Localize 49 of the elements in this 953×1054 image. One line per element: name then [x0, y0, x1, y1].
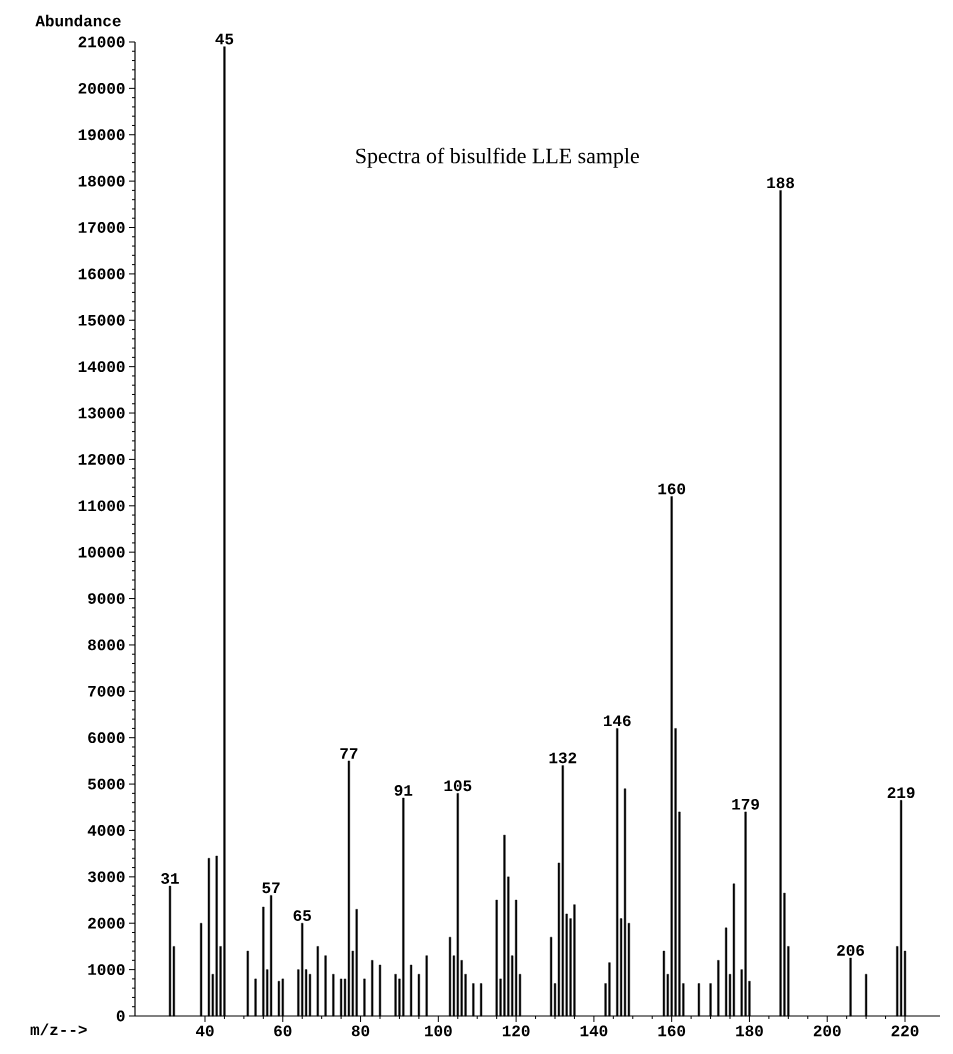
y-tick-label: 1000	[88, 964, 125, 976]
y-tick-label: 2000	[88, 917, 125, 929]
annotation: 105	[444, 780, 472, 792]
annotation: 160	[658, 483, 686, 495]
annotation: 31	[161, 873, 179, 884]
y-tick-label: 16000	[78, 268, 125, 280]
x-tick-label: 120	[502, 1025, 530, 1037]
x-tick-label: 80	[351, 1025, 370, 1037]
y-tick-label: 15000	[78, 314, 125, 326]
annotation: 188	[767, 177, 795, 189]
x-tick-label: 140	[580, 1025, 608, 1037]
annotation: 206	[837, 945, 865, 956]
x-tick-label: 220	[891, 1025, 919, 1037]
x-axis-title: m/z-->	[30, 1023, 87, 1036]
annotation: 179	[732, 798, 759, 810]
annotation: 146	[603, 715, 631, 727]
x-tick-label: 160	[658, 1025, 686, 1037]
y-tick-label: 14000	[78, 361, 125, 373]
y-tick-label: 11000	[78, 500, 125, 512]
y-tick-label: 12000	[78, 454, 125, 465]
annotation: 65	[293, 910, 311, 922]
x-tick-label: 100	[425, 1025, 452, 1037]
y-tick-label: 13000	[78, 407, 125, 419]
y-tick-label: 20000	[78, 82, 125, 94]
x-tick-label: 200	[813, 1025, 841, 1037]
annotation: 77	[340, 748, 358, 759]
y-axis-title: Abundance	[35, 14, 121, 27]
y-tick-label: 5000	[88, 778, 125, 790]
y-tick-label: 21000	[78, 36, 125, 48]
annotation: 45	[215, 33, 234, 45]
annotation: 219	[887, 787, 915, 799]
y-tick-label: 3000	[87, 871, 125, 883]
annotation: 91	[394, 784, 413, 796]
x-tick-label: 60	[274, 1025, 292, 1037]
y-tick-label: 19000	[78, 129, 125, 141]
y-tick-label: 10000	[78, 546, 125, 558]
y-tick-label: 8000	[88, 639, 125, 651]
y-tick-label: 6000	[88, 732, 125, 744]
x-tick-label: 180	[736, 1025, 763, 1037]
text: Spectra of bisulfide LLE sample	[356, 147, 639, 168]
y-tick-label: 7000	[88, 685, 125, 697]
y-tick-label: 9000	[88, 593, 125, 604]
annotation: 132	[549, 752, 577, 764]
y-tick-label: 18000	[78, 175, 125, 187]
y-tick-label: 17000	[78, 222, 125, 233]
x-tick-label: 40	[195, 1025, 214, 1037]
annotation: 57	[262, 882, 280, 894]
y-tick-label: 4000	[87, 825, 125, 836]
y-tick-label: 0	[116, 1010, 125, 1022]
